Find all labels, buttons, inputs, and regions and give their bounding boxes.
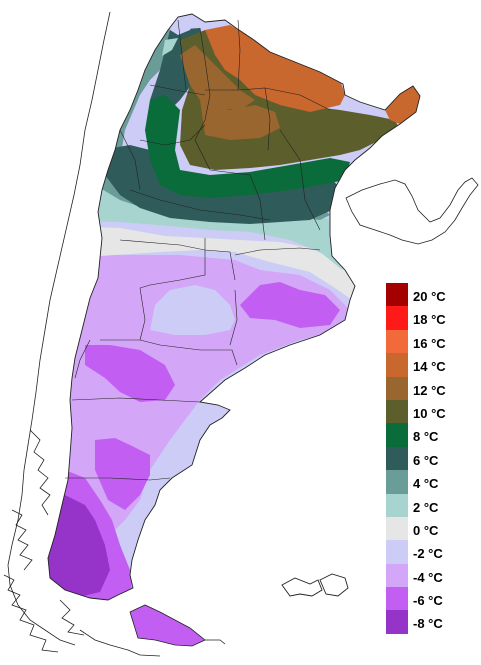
- legend-label: -2 °C: [413, 546, 443, 562]
- tierra-del-fuego: [79, 604, 226, 657]
- legend-label: 12 °C: [413, 382, 446, 398]
- legend-label: 16 °C: [413, 335, 446, 351]
- legend-swatch: [386, 376, 408, 400]
- argentina-outline: [47, 13, 421, 601]
- legend-swatch: [386, 540, 408, 564]
- legend-item: 6 °C: [386, 446, 476, 471]
- legend-swatch: [386, 399, 408, 424]
- legend-item: -6 °C: [386, 587, 476, 611]
- legend-item: 0 °C: [386, 516, 476, 541]
- legend-swatch: [386, 587, 408, 611]
- legend-item: -2 °C: [386, 540, 476, 564]
- legend-item: -8 °C: [386, 610, 476, 634]
- malvinas-islands: [281, 573, 349, 597]
- legend-label: 10 °C: [413, 405, 446, 421]
- legend-item: 4 °C: [386, 470, 476, 494]
- legend-label: 6 °C: [413, 452, 439, 468]
- legend-swatch: [386, 493, 408, 517]
- chile-coastline: [3, 11, 111, 653]
- legend-label: 2 °C: [413, 499, 439, 515]
- uruguay-outline: [345, 177, 479, 245]
- legend-item: 8 °C: [386, 423, 476, 447]
- legend-label: 20 °C: [413, 289, 446, 304]
- legend-item: -4 °C: [386, 563, 476, 588]
- legend-label: 8 °C: [413, 429, 439, 445]
- legend-label: -8 °C: [413, 616, 443, 632]
- legend-swatch: [386, 329, 408, 354]
- legend-item: 12 °C: [386, 376, 476, 400]
- legend-item: 10 °C: [386, 399, 476, 424]
- legend-swatch: [386, 353, 408, 377]
- legend-item: 18 °C: [386, 306, 476, 330]
- legend-label: 0 °C: [413, 522, 439, 538]
- province-boundaries: [65, 19, 331, 481]
- legend-label: 14 °C: [413, 359, 446, 375]
- legend-label: 4 °C: [413, 476, 439, 492]
- legend-label: -6 °C: [413, 593, 443, 609]
- legend-item: 14 °C: [386, 353, 476, 377]
- legend-item: 16 °C: [386, 329, 476, 354]
- temperature-legend: 20 °C 18 °C 16 °C 14 °C 12 °C 10 °C 8 °C 6 °C 4 …: [386, 283, 476, 634]
- legend-label: -4 °C: [413, 569, 443, 585]
- legend-item: 2 °C: [386, 493, 476, 517]
- legend-label: 18 °C: [413, 312, 446, 328]
- legend-item: 20 °C: [386, 283, 476, 307]
- legend-swatch: [386, 283, 408, 307]
- legend-swatch: [386, 563, 408, 588]
- legend-swatch: [386, 306, 408, 330]
- legend-swatch: [386, 516, 408, 541]
- legend-swatch: [386, 423, 408, 447]
- legend-swatch: [386, 470, 408, 494]
- legend-swatch: [386, 446, 408, 471]
- legend-swatch: [386, 610, 408, 634]
